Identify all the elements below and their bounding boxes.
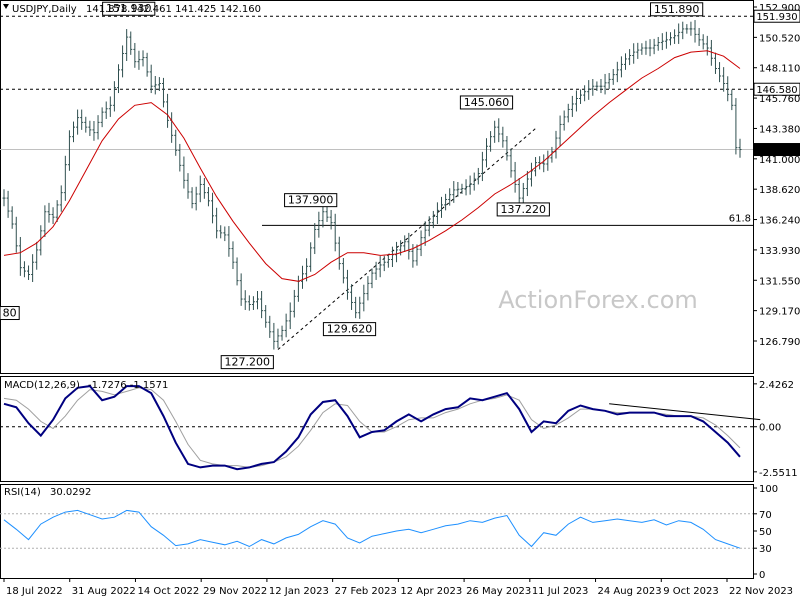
annotation-box [284, 193, 338, 208]
price-y-tick-label: 133.930 [759, 246, 800, 257]
x-tick-label: 9 Oct 2023 [663, 586, 718, 597]
x-tick-label: 26 May 2023 [466, 586, 531, 597]
x-tick-label: 22 Nov 2023 [729, 586, 793, 597]
rsi-line [3, 509, 741, 549]
rsi-y-tick-label: 50 [759, 527, 772, 538]
annotation-label: 137.220 [501, 203, 547, 216]
macd-trendline [609, 403, 761, 421]
x-tick-label: 31 Aug 2022 [72, 586, 136, 597]
x-tick-label: 27 Feb 2023 [335, 586, 397, 597]
x-tick-label: 24 Aug 2023 [598, 586, 662, 597]
annotation-label: 151.930 [106, 2, 152, 15]
rsi-value: 30.0292 [50, 487, 91, 498]
header-arrow-icon [3, 4, 9, 9]
annotation-label: 129.620 [327, 323, 373, 336]
watermark: ActionForex.com [498, 286, 698, 314]
price-y-tick-label: 141.000 [759, 155, 800, 166]
price-y-tick-label: 131.550 [759, 276, 800, 287]
annotation-label: 80 [3, 307, 17, 320]
annotation-box [322, 322, 377, 337]
price-y-tick-label: 126.790 [759, 337, 800, 348]
annotation-box [496, 202, 550, 217]
rsi-y-tick-label: 70 [759, 510, 772, 521]
price-box-top: 151.930 [756, 12, 797, 23]
price-y-tick-label: 129.170 [759, 307, 800, 318]
rsi-y-tick-label: 100 [759, 484, 778, 495]
price-y-tick-label: 152.900 [759, 3, 800, 14]
x-tick-label: 14 Oct 2022 [137, 586, 199, 597]
annotation-box [459, 95, 514, 110]
annotation-label: 151.890 [654, 3, 700, 16]
x-tick-label: 12 Apr 2023 [400, 586, 462, 597]
macd-values: -1.7276 -1.1571 [88, 380, 168, 391]
annotation-box [102, 1, 156, 16]
price-box-top-box [753, 9, 800, 23]
rsi-label: RSI(14) [4, 487, 41, 498]
annotation-label: 127.200 [225, 356, 271, 369]
annotation-box [650, 2, 704, 17]
rsi-panel-frame [0, 484, 754, 579]
x-tick-label: 11 Jul 2023 [532, 586, 589, 597]
price-y-tick-label: 143.380 [759, 124, 800, 135]
price-y-tick-label: 148.110 [759, 64, 800, 75]
price-box-mid-box [753, 82, 800, 96]
macd-line [3, 385, 741, 471]
price-y-tick-label: 138.620 [759, 185, 800, 196]
annotation-box [220, 355, 274, 370]
rsi-y-tick-label: 30 [759, 544, 772, 555]
macd-y-tick-label: -2.5511 [759, 468, 798, 479]
fib-618-label: 61.8 [729, 213, 751, 224]
rsi-y-tick-label: 0 [759, 570, 765, 581]
moving-average-line [3, 50, 741, 282]
ohlc-header: 141.878 142.461 141.425 142.160 [86, 4, 261, 15]
macd-signal-line [3, 387, 741, 468]
x-tick-label: 18 Jul 2022 [6, 586, 63, 597]
x-tick-label: 29 Nov 2022 [203, 586, 267, 597]
symbol-header: USDJPY,Daily [12, 4, 77, 15]
dashed-trendline [277, 128, 536, 350]
price-y-tick-label: 145.760 [759, 94, 800, 105]
annotation-label: 145.060 [464, 96, 510, 109]
x-tick-label: 12 Jan 2023 [269, 586, 329, 597]
annotation-label: 137.900 [288, 194, 334, 207]
price-box-last: 142.160 [756, 146, 797, 157]
price-panel-frame [0, 0, 754, 374]
price-y-tick-label: 150.520 [759, 33, 800, 44]
macd-label: MACD(12,26,9) [4, 380, 80, 391]
price-box-mid: 146.580 [756, 85, 797, 96]
price-y-tick-label: 136.240 [759, 216, 800, 227]
macd-y-tick-label: 2.4262 [759, 380, 794, 391]
macd-panel-frame [0, 376, 754, 482]
macd-y-tick-label: 0.00 [759, 423, 781, 434]
price-box-last-box [753, 143, 800, 157]
annotation-box [0, 306, 20, 321]
